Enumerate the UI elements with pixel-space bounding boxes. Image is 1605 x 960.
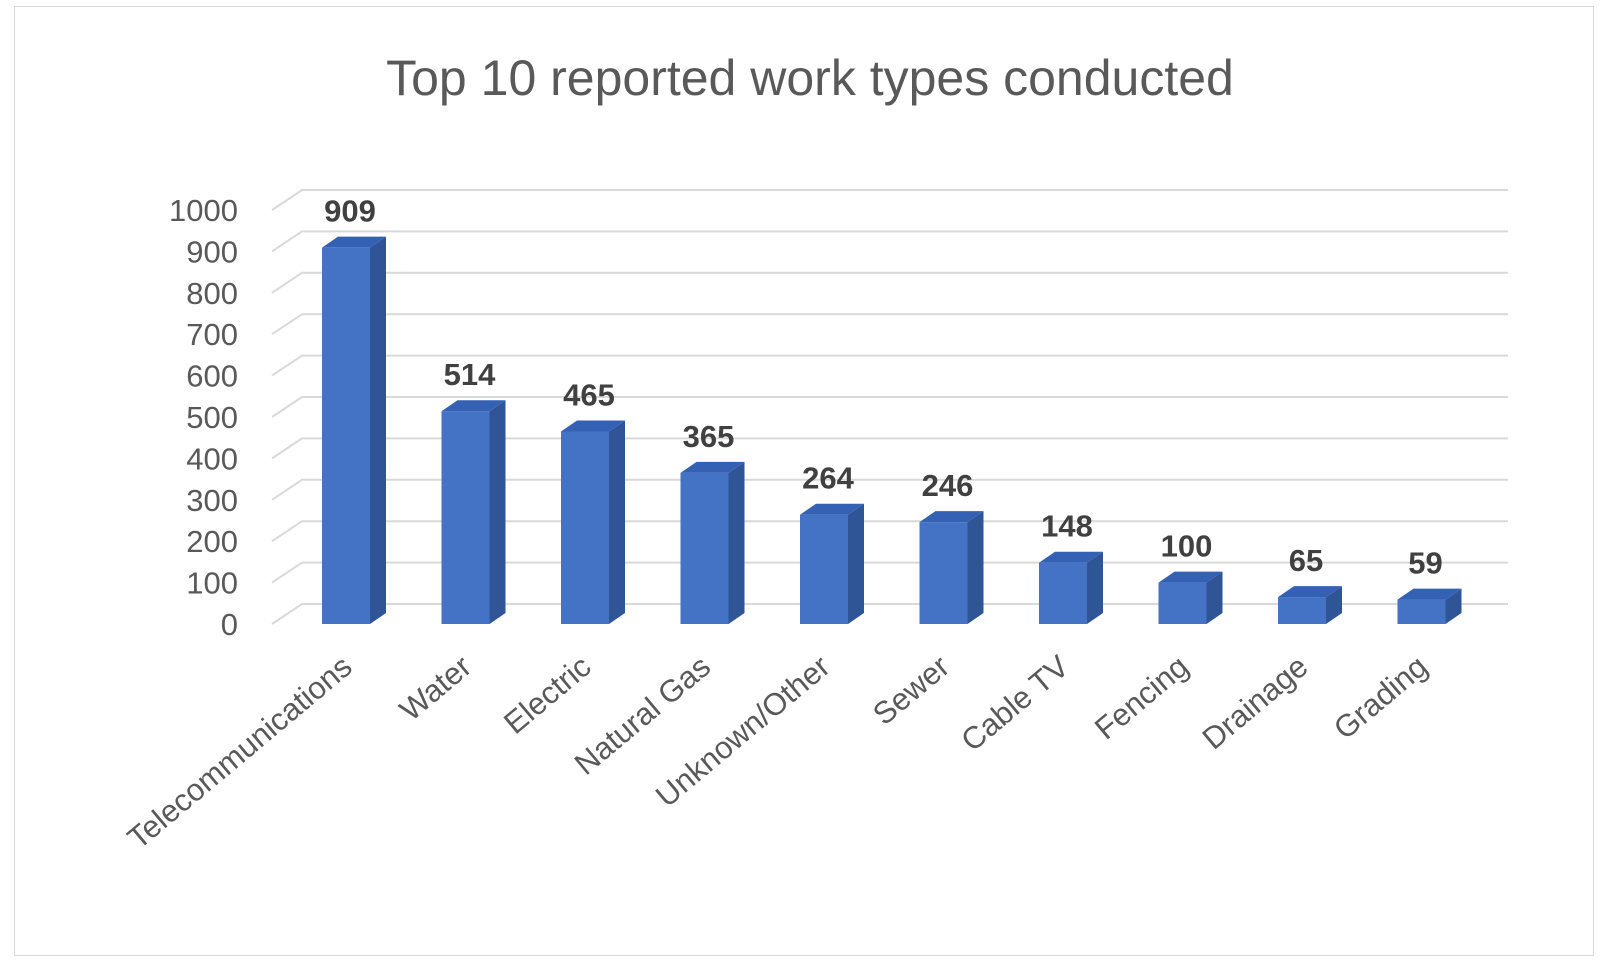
bar-side <box>967 511 984 624</box>
gridline <box>271 603 1508 625</box>
gridline <box>271 271 1508 294</box>
category-label: Grading <box>1327 649 1434 747</box>
bar-top <box>441 400 506 412</box>
category-label: Fencing <box>1088 649 1195 747</box>
bar-side <box>1445 588 1462 624</box>
data-label: 148 <box>1041 509 1093 544</box>
y-tick-label: 700 <box>186 317 238 352</box>
data-label: 365 <box>683 419 735 454</box>
bar-top <box>1039 551 1103 563</box>
bar-top <box>561 420 625 432</box>
bar <box>1278 597 1326 624</box>
bar <box>919 522 968 624</box>
bar-side <box>848 503 864 624</box>
y-tick-label: 900 <box>186 234 238 269</box>
bar-top <box>1397 588 1462 600</box>
bar-side <box>489 400 506 624</box>
category-label: Sewer <box>866 649 956 732</box>
gridline <box>271 189 1508 211</box>
bar <box>322 247 370 624</box>
bar-side <box>1326 586 1342 624</box>
gridlines <box>271 189 1508 625</box>
bar-side <box>1206 571 1223 624</box>
bar <box>561 431 609 624</box>
bar-top <box>322 236 386 248</box>
gridline <box>271 230 1508 253</box>
y-tick-label: 300 <box>186 483 238 518</box>
data-label: 514 <box>444 357 496 392</box>
bar <box>1039 562 1087 624</box>
y-tick-label: 1000 <box>169 193 238 228</box>
y-tick-label: 800 <box>186 276 238 311</box>
gridline <box>271 437 1508 460</box>
data-labels: 909 514 465 365 264 246 148 100 65 59 <box>324 194 1443 581</box>
data-label: 59 <box>1408 546 1442 581</box>
bar-top <box>800 503 864 515</box>
bar <box>800 514 848 624</box>
chart-area <box>14 6 1594 956</box>
bars <box>322 236 1462 624</box>
data-label: 264 <box>802 461 854 496</box>
bar-side <box>728 461 745 624</box>
data-label: 465 <box>563 377 615 412</box>
category-label: Electric <box>497 649 597 741</box>
category-label: Cable TV <box>954 648 1075 758</box>
chart-title: Top 10 reported work types conducted <box>386 50 1234 106</box>
bar-top <box>1158 571 1223 583</box>
bar-side <box>609 420 625 624</box>
gridline <box>271 520 1508 543</box>
bar <box>1158 582 1207 624</box>
bar <box>441 411 490 624</box>
bar-top <box>680 461 745 473</box>
gridline <box>271 313 1508 336</box>
y-axis-ticks: 0 100 200 300 400 500 600 700 800 900 1000 <box>169 193 238 642</box>
gridline <box>271 396 1508 418</box>
y-tick-label: 500 <box>186 400 238 435</box>
y-tick-label: 100 <box>186 566 238 601</box>
bar <box>680 472 729 624</box>
bar-top <box>919 511 984 523</box>
data-label: 909 <box>324 194 376 229</box>
gridline <box>271 561 1508 584</box>
bar-top <box>1278 586 1342 598</box>
category-label: Telecommunications <box>121 649 359 856</box>
bar-side <box>1087 551 1103 624</box>
gridline <box>271 478 1508 501</box>
data-label: 246 <box>922 468 974 503</box>
y-tick-label: 600 <box>186 359 238 394</box>
bar-side <box>370 236 386 624</box>
y-tick-label: 200 <box>186 524 238 559</box>
data-label: 65 <box>1289 543 1323 578</box>
category-label: Drainage <box>1196 649 1315 757</box>
gridline <box>271 354 1508 377</box>
y-tick-label: 400 <box>186 441 238 476</box>
y-tick-label: 0 <box>221 607 238 642</box>
category-label: Water <box>393 649 478 728</box>
bar <box>1397 599 1446 624</box>
data-label: 100 <box>1161 529 1213 564</box>
